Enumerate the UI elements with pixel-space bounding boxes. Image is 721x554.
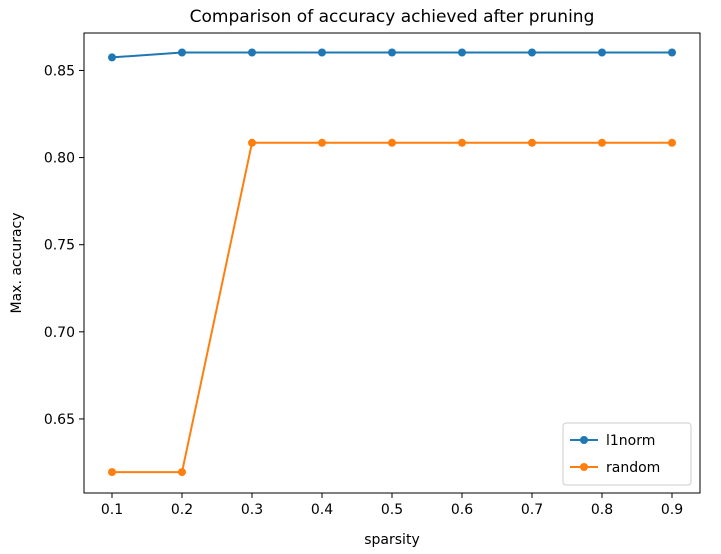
data-point-l1norm (388, 48, 396, 57)
y-axis: 0.65 0.70 0.75 0.80 0.85 (44, 63, 84, 428)
legend-label-l1norm: l1norm (606, 433, 655, 449)
data-point-random (318, 138, 326, 147)
legend-label-random: random (606, 460, 660, 476)
x-tick-label: 0.8 (591, 502, 613, 518)
y-axis-label: Max. accuracy (9, 212, 25, 313)
data-point-l1norm (108, 53, 116, 62)
y-tick-label: 0.80 (44, 151, 75, 167)
legend-marker-random (580, 463, 588, 471)
data-point-random (388, 138, 396, 147)
x-tick-label: 0.1 (101, 502, 123, 518)
series-layer (108, 48, 676, 477)
x-tick-label: 0.3 (241, 502, 263, 518)
data-point-random (248, 138, 256, 147)
x-axis-label: sparsity (364, 532, 419, 548)
data-point-random (178, 468, 186, 477)
y-tick-label: 0.75 (44, 238, 75, 254)
chart-title: Comparison of accuracy achieved after pr… (190, 7, 595, 27)
data-point-l1norm (458, 48, 466, 57)
x-tick-label: 0.4 (311, 502, 333, 518)
plot-area (83, 32, 701, 494)
x-tick-label: 0.2 (171, 502, 193, 518)
y-tick-label: 0.65 (44, 412, 75, 428)
data-point-l1norm (318, 48, 326, 57)
data-point-random (108, 468, 116, 477)
legend-box (562, 422, 692, 486)
x-tick-label: 0.9 (661, 502, 683, 518)
data-point-random (668, 138, 676, 147)
y-tick-label: 0.85 (44, 63, 75, 79)
data-point-l1norm (178, 48, 186, 57)
data-point-random (458, 138, 466, 147)
x-tick-label: 0.5 (381, 502, 403, 518)
data-point-l1norm (528, 48, 536, 57)
x-tick-label: 0.6 (451, 502, 473, 518)
data-point-l1norm (668, 48, 676, 57)
data-point-random (528, 138, 536, 147)
data-point-l1norm (598, 48, 606, 57)
data-point-random (598, 138, 606, 147)
legend-marker-l1norm (580, 436, 588, 444)
x-axis: 0.1 0.2 0.3 0.4 0.5 0.6 0.7 0.8 0.9 (101, 493, 683, 518)
data-point-l1norm (248, 48, 256, 57)
y-tick-label: 0.70 (44, 325, 75, 341)
legend: l1norm random (562, 422, 692, 486)
x-tick-label: 0.7 (521, 502, 543, 518)
